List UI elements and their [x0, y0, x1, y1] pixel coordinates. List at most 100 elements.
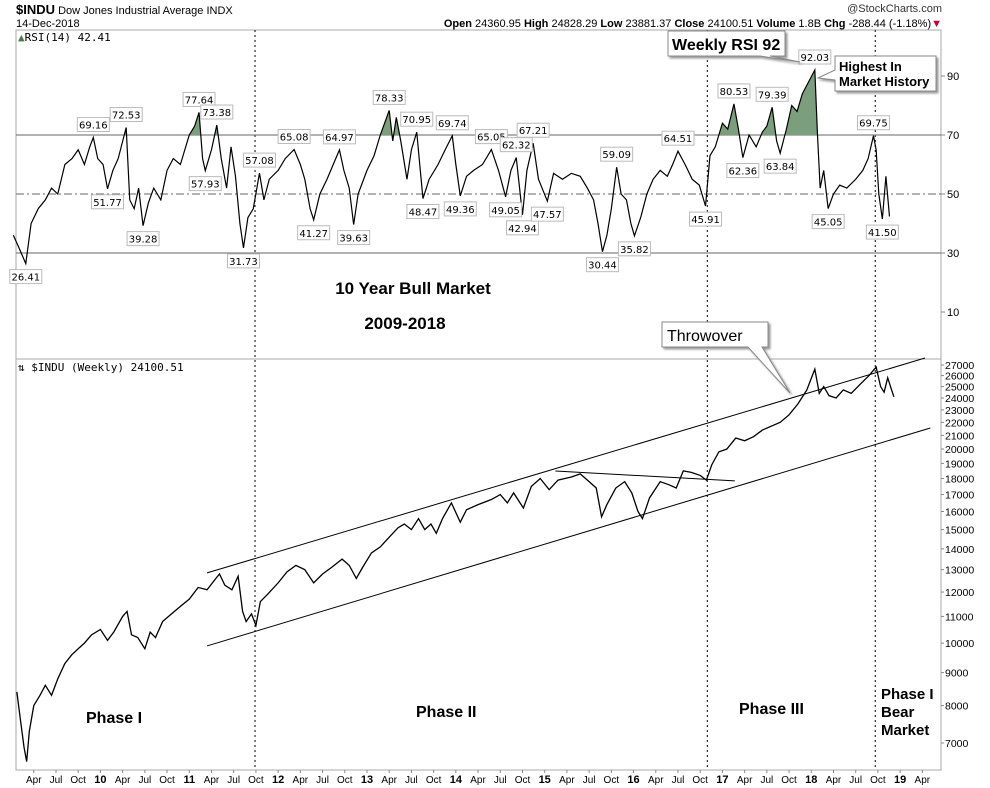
- rsi-label-box: [337, 230, 371, 246]
- rsi-label-box: [126, 231, 160, 247]
- trend-line-upper-channel: [206, 357, 926, 574]
- rsi-label-text: 35.82: [620, 245, 649, 256]
- x-tick-label: Apr: [737, 775, 753, 786]
- close-value: 24100.51: [707, 18, 754, 30]
- rsi-value-label: 39.28: [126, 231, 160, 247]
- rsi-value-label: 41.50: [865, 224, 899, 240]
- rsi-label-box: [798, 49, 832, 65]
- symbol: $INDU: [16, 2, 56, 17]
- x-tick-label: Apr: [293, 775, 309, 786]
- rsi-value-label: 35.82: [617, 241, 651, 257]
- rsi-value-label: 65.05: [474, 129, 508, 145]
- x-tick-label: Jul: [138, 775, 151, 786]
- price-panel: [16, 357, 931, 762]
- x-tick-label: 12: [272, 774, 284, 786]
- rsi-label-text: 49.05: [491, 206, 520, 217]
- rsi-label-text: 67.21: [519, 126, 548, 137]
- rsi-value-label: 49.36: [443, 201, 477, 217]
- price-y-tick-label: 24000: [945, 393, 974, 405]
- rsi-value-label: 70.95: [400, 111, 434, 127]
- rsi-label-text: 72.53: [112, 111, 141, 122]
- rsi-label-text: 57.08: [245, 156, 274, 167]
- rsi-value-label: 69.75: [856, 115, 890, 131]
- chg-label: Chg: [824, 18, 846, 30]
- rsi-label-box: [372, 89, 406, 105]
- rsi-value-label: 65.08: [277, 129, 311, 145]
- price-legend-text: $INDU (Weekly) 24100.51: [31, 361, 184, 374]
- rsi-label-box: [182, 91, 216, 107]
- rsi-value-label: 49.05: [489, 202, 523, 218]
- rsi-label-box: [443, 201, 477, 217]
- x-tick-label: Oct: [692, 775, 708, 786]
- rsi-label-text: 49.36: [446, 205, 475, 216]
- x-tick-label: Jul: [494, 775, 507, 786]
- rsi-label-text: 70.95: [402, 115, 431, 126]
- rsi-label-text: 69.75: [859, 119, 888, 130]
- rsi-value-label: 57.93: [188, 176, 222, 192]
- rsi-value-label: 30.44: [585, 257, 619, 273]
- rsi-panel: 26.41 69.16 51.77 72.53 39.28 77.64 57.93 73.38…: [9, 49, 899, 285]
- volume-value: 1.8B: [798, 18, 822, 30]
- open-value: 24360.95: [475, 18, 521, 30]
- rsi-label-box: [585, 257, 619, 273]
- bear-label-1: Phase I: [881, 686, 934, 703]
- price-y-tick-label: 10000: [945, 638, 974, 650]
- price-line: [16, 365, 895, 762]
- bear-label-2: Bear: [881, 704, 915, 721]
- rsi-label-box: [76, 116, 110, 132]
- down-arrow-icon: ▼: [931, 18, 942, 30]
- x-tick-label: Oct: [70, 775, 86, 786]
- rsi-value-label: 26.41: [9, 269, 43, 285]
- price-y-tick-label: 18000: [945, 474, 974, 486]
- rsi-value-label: 42.94: [505, 220, 539, 236]
- price-y-tick-label: 23000: [945, 405, 974, 417]
- rsi-label-text: 47.57: [533, 210, 562, 221]
- rsi-label-text: 30.44: [588, 261, 617, 272]
- x-tick-label: 15: [539, 774, 551, 786]
- x-tick-label: Oct: [159, 775, 175, 786]
- rsi-label-box: [322, 129, 356, 145]
- rsi-label-box: [763, 158, 797, 174]
- x-tick-label: Apr: [115, 775, 131, 786]
- rsi-y-tick-label: 70: [947, 130, 959, 142]
- x-tick-label: Apr: [826, 775, 842, 786]
- rsi-line: [12, 67, 891, 266]
- rsi-value-label: 41.27: [297, 225, 331, 241]
- low-label: Low: [600, 18, 623, 30]
- price-y-tick-label: 12000: [945, 587, 974, 599]
- price-y-tick-label: 26000: [945, 371, 974, 383]
- rsi-value-label: 59.09: [600, 146, 634, 162]
- x-tick-label: Jul: [672, 775, 685, 786]
- rsi-label-text: 45.05: [814, 218, 843, 229]
- rsi-label-box: [474, 129, 508, 145]
- x-tick-label: Jul: [760, 775, 773, 786]
- rsi-label-box: [600, 146, 634, 162]
- x-tick-label: Jul: [316, 775, 329, 786]
- x-tick-label: Apr: [915, 775, 931, 786]
- rsi-value-label: 62.36: [726, 163, 760, 179]
- throwover-text: Throwover: [667, 328, 743, 345]
- rsi-label-text: 26.41: [11, 273, 40, 284]
- trend-line-lower-channel: [206, 427, 931, 647]
- chart-title: $INDU Dow Jones Industrial Average INDX: [16, 2, 233, 17]
- rsi-label-text: 78.33: [375, 93, 404, 104]
- rsi-label-text: 31.73: [229, 257, 258, 268]
- highest-text-2: Market History: [839, 74, 930, 89]
- rsi-label-box: [617, 241, 651, 257]
- rsi-label-text: 45.91: [691, 215, 720, 226]
- rsi-label-text: 92.03: [801, 53, 830, 64]
- highest-text-1: Highest In: [839, 59, 902, 74]
- high-label: High: [523, 18, 549, 30]
- x-tick-label: Apr: [648, 775, 664, 786]
- symbol-name: Dow Jones Industrial Average INDX: [58, 5, 233, 17]
- x-tick-label: 11: [183, 774, 195, 786]
- rsi-value-label: 69.74: [435, 115, 469, 131]
- x-tick-label: Oct: [426, 775, 442, 786]
- rsi-label-box: [400, 111, 434, 127]
- x-tick-label: Apr: [381, 775, 397, 786]
- rsi-legend: ▲RSI(14) 42.41: [18, 31, 111, 44]
- rsi-label-text: 73.38: [202, 108, 231, 119]
- x-tick-label: 19: [894, 774, 906, 786]
- rsi-label-box: [530, 206, 564, 222]
- rsi-label-box: [661, 130, 695, 146]
